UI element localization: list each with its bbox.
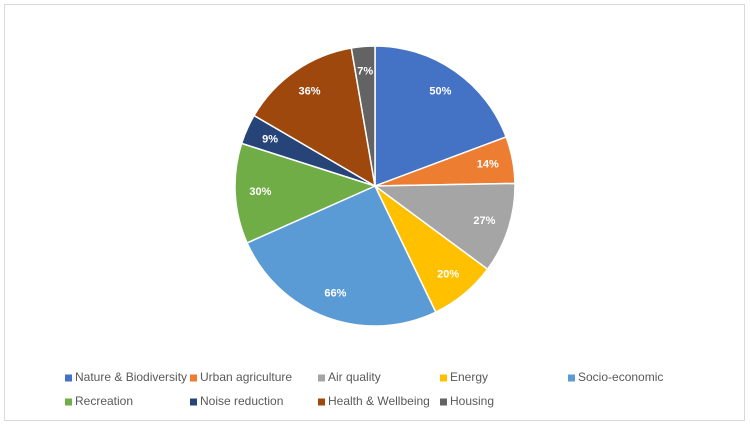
- data-label: 7%: [357, 66, 373, 78]
- data-label: 20%: [437, 268, 459, 280]
- data-label: 14%: [477, 158, 499, 170]
- legend-label: Nature & Biodiversity: [75, 370, 187, 384]
- data-label: 9%: [262, 133, 278, 145]
- legend-label: Socio-economic: [578, 370, 663, 384]
- legend-swatch: [65, 374, 72, 382]
- pie-slice: [253, 47, 377, 188]
- data-label: 36%: [299, 86, 321, 98]
- legend-label: Recreation: [75, 394, 133, 408]
- legend-swatch: [440, 374, 447, 382]
- legend-label: Noise reduction: [200, 394, 283, 408]
- data-label: 30%: [249, 186, 271, 198]
- legend-swatch: [318, 374, 325, 382]
- legend-swatch: [190, 398, 197, 406]
- data-label: 27%: [473, 215, 495, 227]
- pie-slice: [350, 45, 376, 187]
- legend-swatch: [440, 398, 447, 406]
- data-label: 50%: [429, 86, 451, 98]
- legend-swatch: [65, 398, 72, 406]
- legend-swatch: [568, 374, 575, 382]
- legend-swatch: [318, 398, 325, 406]
- pie-slice: [234, 142, 378, 244]
- legend-label: Energy: [450, 370, 488, 384]
- pie-slice: [372, 182, 516, 271]
- pie-slice: [246, 185, 437, 327]
- legend-swatch: [190, 374, 197, 382]
- legend-label: Housing: [450, 394, 494, 408]
- legend-label: Health & Wellbeing: [328, 394, 430, 408]
- legend-label: Air quality: [328, 370, 381, 384]
- pie-slice: [374, 45, 508, 188]
- data-label: 66%: [324, 288, 346, 300]
- legend-label: Urban agriculture: [200, 370, 292, 384]
